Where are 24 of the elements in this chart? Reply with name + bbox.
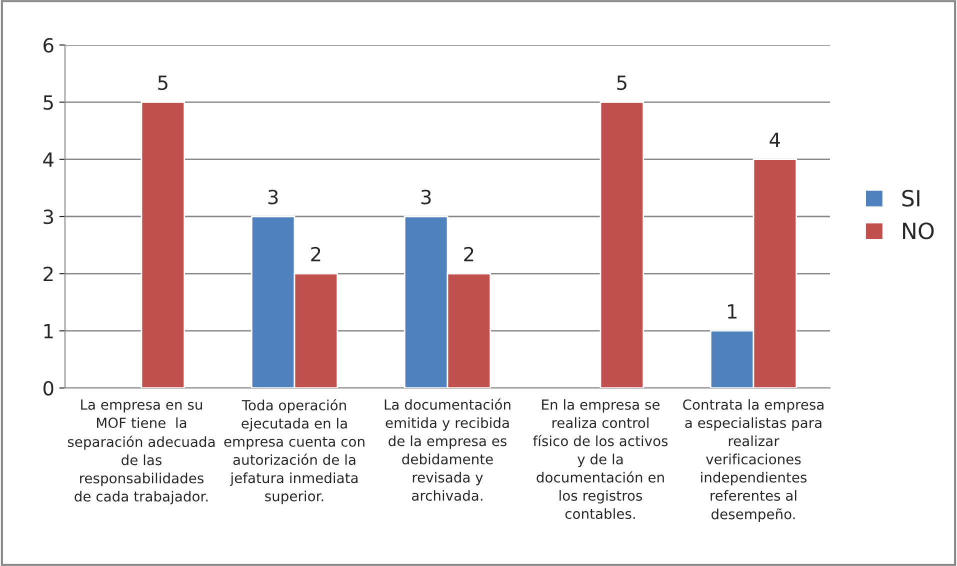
x-tick-label: En la empresa se realiza control físico de los activos y de la documentación en los registros contables.: [533, 399, 668, 520]
legend-label: NO: [903, 222, 934, 240]
data-label: 5: [158, 76, 168, 90]
y-tick-label: 6: [44, 38, 54, 53]
y-tick-label: 0: [43, 380, 54, 396]
bar: [600, 101, 644, 388]
data-label: 4: [770, 132, 780, 147]
y-tick-label: 5: [44, 95, 53, 110]
x-tick-label: Contrata la empresa a especialistas para realizar verificaciones independientes referentes al desempeño.: [683, 399, 824, 522]
x-tick-label: Toda operación ejecutada en la empresa cuenta con autorización de la jefatura inmediata superior.: [224, 399, 364, 504]
legend-label: SI: [902, 190, 920, 207]
data-label: 2: [311, 246, 320, 262]
x-tick-label: La documentación emitida y recibida de la empresa es debidamente revisada y archivada.: [384, 398, 510, 501]
y-tick-label: 2: [44, 266, 53, 282]
y-tick-label: 3: [44, 209, 54, 224]
x-tick-label: La empresa en su MOF tiene la separación adecuada de las responsabilidades de cada trabajador.: [68, 400, 215, 504]
data-label: 1: [728, 304, 736, 318]
y-tick-label: 4: [43, 152, 54, 167]
data-label: 3: [268, 190, 278, 204]
y-tick-label: 1: [44, 324, 53, 338]
data-label: 2: [464, 246, 474, 262]
data-label: 3: [421, 190, 431, 204]
data-label: 5: [617, 76, 626, 90]
bar: [140, 101, 186, 388]
